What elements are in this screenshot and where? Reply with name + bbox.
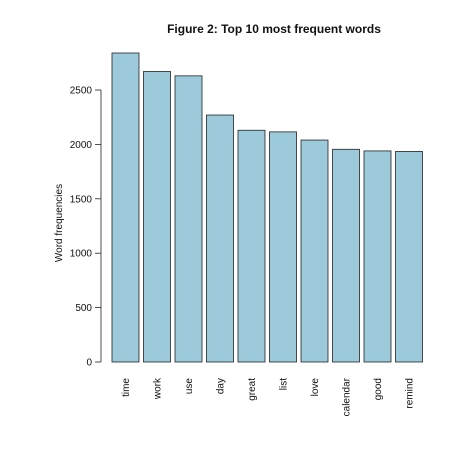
bars bbox=[111, 52, 423, 363]
bar-time bbox=[111, 52, 140, 363]
y-tick-label: 2000 bbox=[70, 140, 93, 151]
x-tick-label-time: time bbox=[121, 378, 132, 397]
bar-day bbox=[206, 114, 234, 363]
bar-love bbox=[300, 139, 329, 363]
bar-great bbox=[237, 129, 266, 363]
bar-list bbox=[269, 131, 297, 363]
y-tick-label: 0 bbox=[86, 358, 92, 369]
x-tick-label-remind: remind bbox=[405, 378, 416, 409]
bar-calendar bbox=[332, 148, 360, 363]
bar-work bbox=[143, 71, 171, 363]
y-tick-label: 2500 bbox=[70, 85, 93, 96]
y-tick-labels: 0 500 1000 1500 2000 2500 bbox=[70, 85, 93, 368]
x-tick-label-great: great bbox=[247, 378, 258, 401]
y-tick-label: 1500 bbox=[70, 194, 93, 205]
bar-good bbox=[363, 150, 392, 363]
bar-use bbox=[174, 75, 203, 363]
bar-remind bbox=[395, 151, 423, 363]
axes bbox=[95, 89, 102, 363]
x-tick-label-good: good bbox=[373, 378, 384, 400]
y-tick-label: 1000 bbox=[70, 249, 93, 260]
x-tick-label-love: love bbox=[310, 378, 321, 397]
x-tick-label-use: use bbox=[184, 378, 195, 395]
x-tick-label-day: day bbox=[216, 378, 227, 394]
x-tick-labels: time work use day great list love calendar good r… bbox=[121, 377, 416, 416]
x-tick-label-work: work bbox=[153, 377, 164, 400]
x-tick-label-calendar: calendar bbox=[342, 377, 353, 416]
y-tick-label: 500 bbox=[75, 303, 92, 314]
x-tick-label-list: list bbox=[279, 378, 290, 390]
y-axis-label: Word frequencies bbox=[54, 184, 65, 262]
chart-title: Figure 2: Top 10 most frequent words bbox=[167, 22, 381, 36]
